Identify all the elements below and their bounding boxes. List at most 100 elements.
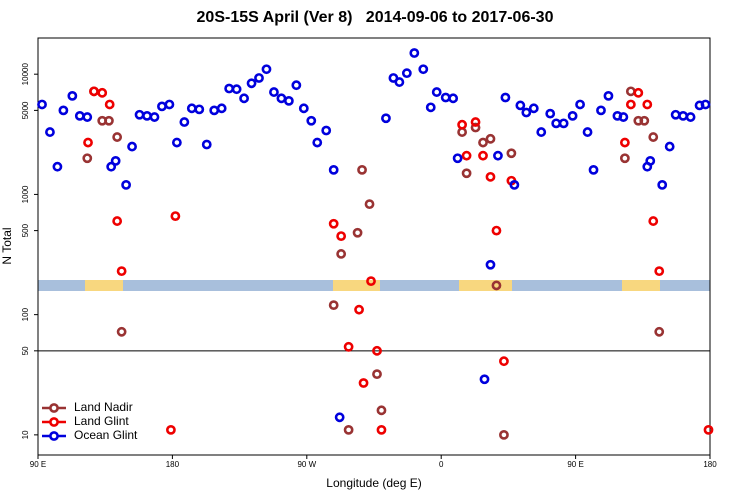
point <box>625 99 636 110</box>
point <box>166 424 176 435</box>
point <box>376 405 387 416</box>
point <box>582 127 593 137</box>
point <box>171 137 182 148</box>
point <box>648 216 659 226</box>
point <box>149 112 160 122</box>
y-axis-label: N Total <box>0 227 14 264</box>
x-tick-label: 180 <box>703 460 717 469</box>
y-tick-label: 500 <box>21 223 30 237</box>
point <box>491 280 502 291</box>
point <box>254 73 264 83</box>
point <box>536 127 547 137</box>
x-tick-label: 90 E <box>567 460 583 469</box>
y-tick-label: 5000 <box>21 101 30 119</box>
point <box>470 122 481 133</box>
point <box>499 356 509 367</box>
point <box>306 115 317 126</box>
point <box>418 64 429 75</box>
point <box>343 424 354 435</box>
point <box>431 87 442 97</box>
point <box>478 137 488 148</box>
point <box>657 179 668 190</box>
legend-label: Ocean Glint <box>74 428 138 442</box>
point <box>121 179 132 190</box>
point <box>485 133 496 144</box>
y-tick-label: 1000 <box>21 185 30 203</box>
point <box>82 112 93 122</box>
point <box>515 100 526 111</box>
point <box>493 150 503 161</box>
point <box>648 132 659 142</box>
plot-frame <box>37 37 711 456</box>
point <box>376 424 387 435</box>
point <box>545 108 556 119</box>
point <box>328 218 339 229</box>
point <box>110 156 121 166</box>
point <box>269 87 279 97</box>
point <box>283 95 294 106</box>
point <box>328 164 339 175</box>
point <box>112 216 123 226</box>
point <box>112 132 123 142</box>
legend-label: Land Glint <box>74 414 129 428</box>
point <box>596 105 606 116</box>
y-tick-label: 10000 <box>21 63 30 86</box>
point <box>106 161 117 172</box>
point <box>261 64 272 75</box>
point <box>164 99 175 110</box>
x-tick-label: 90 W <box>297 460 316 469</box>
point <box>645 156 656 166</box>
point <box>509 179 520 190</box>
point <box>67 90 78 101</box>
point <box>664 141 675 152</box>
point <box>528 103 539 114</box>
x-tick-label: 180 <box>166 460 180 469</box>
point <box>491 225 502 236</box>
point <box>104 115 114 126</box>
legend-marker <box>49 431 59 441</box>
point <box>618 112 629 122</box>
point <box>328 300 339 311</box>
point <box>216 103 227 114</box>
point <box>700 99 711 110</box>
point <box>312 137 323 148</box>
point <box>58 105 69 116</box>
point <box>654 266 665 277</box>
point <box>619 137 630 148</box>
point <box>425 102 436 113</box>
point <box>558 118 569 129</box>
point <box>179 117 190 127</box>
point <box>461 150 472 161</box>
point <box>654 326 665 337</box>
point <box>52 161 63 172</box>
point <box>201 139 212 150</box>
x-tick-label: 0 <box>439 460 444 469</box>
chart-title: 20S-15S April (Ver 8) 2014-09-06 to 2017… <box>197 9 554 26</box>
point <box>452 153 463 164</box>
y-tick-label: 10 <box>21 430 30 439</box>
point <box>521 107 532 118</box>
legend-marker <box>49 417 59 427</box>
point <box>37 99 47 110</box>
point <box>603 90 614 101</box>
land-strip <box>333 280 380 291</box>
point <box>506 148 517 159</box>
y-tick-label: 100 <box>21 307 30 321</box>
point <box>485 259 496 270</box>
land-ocean-strip <box>38 280 710 291</box>
point <box>246 78 257 89</box>
y-tick-label: 50 <box>21 346 30 355</box>
point <box>479 374 490 385</box>
point <box>381 113 391 124</box>
point <box>298 103 309 114</box>
point <box>82 153 93 164</box>
point <box>639 115 650 126</box>
point <box>104 99 115 110</box>
point <box>97 87 108 98</box>
point <box>336 249 347 259</box>
point <box>470 117 481 127</box>
point <box>588 164 599 175</box>
point <box>409 48 420 58</box>
